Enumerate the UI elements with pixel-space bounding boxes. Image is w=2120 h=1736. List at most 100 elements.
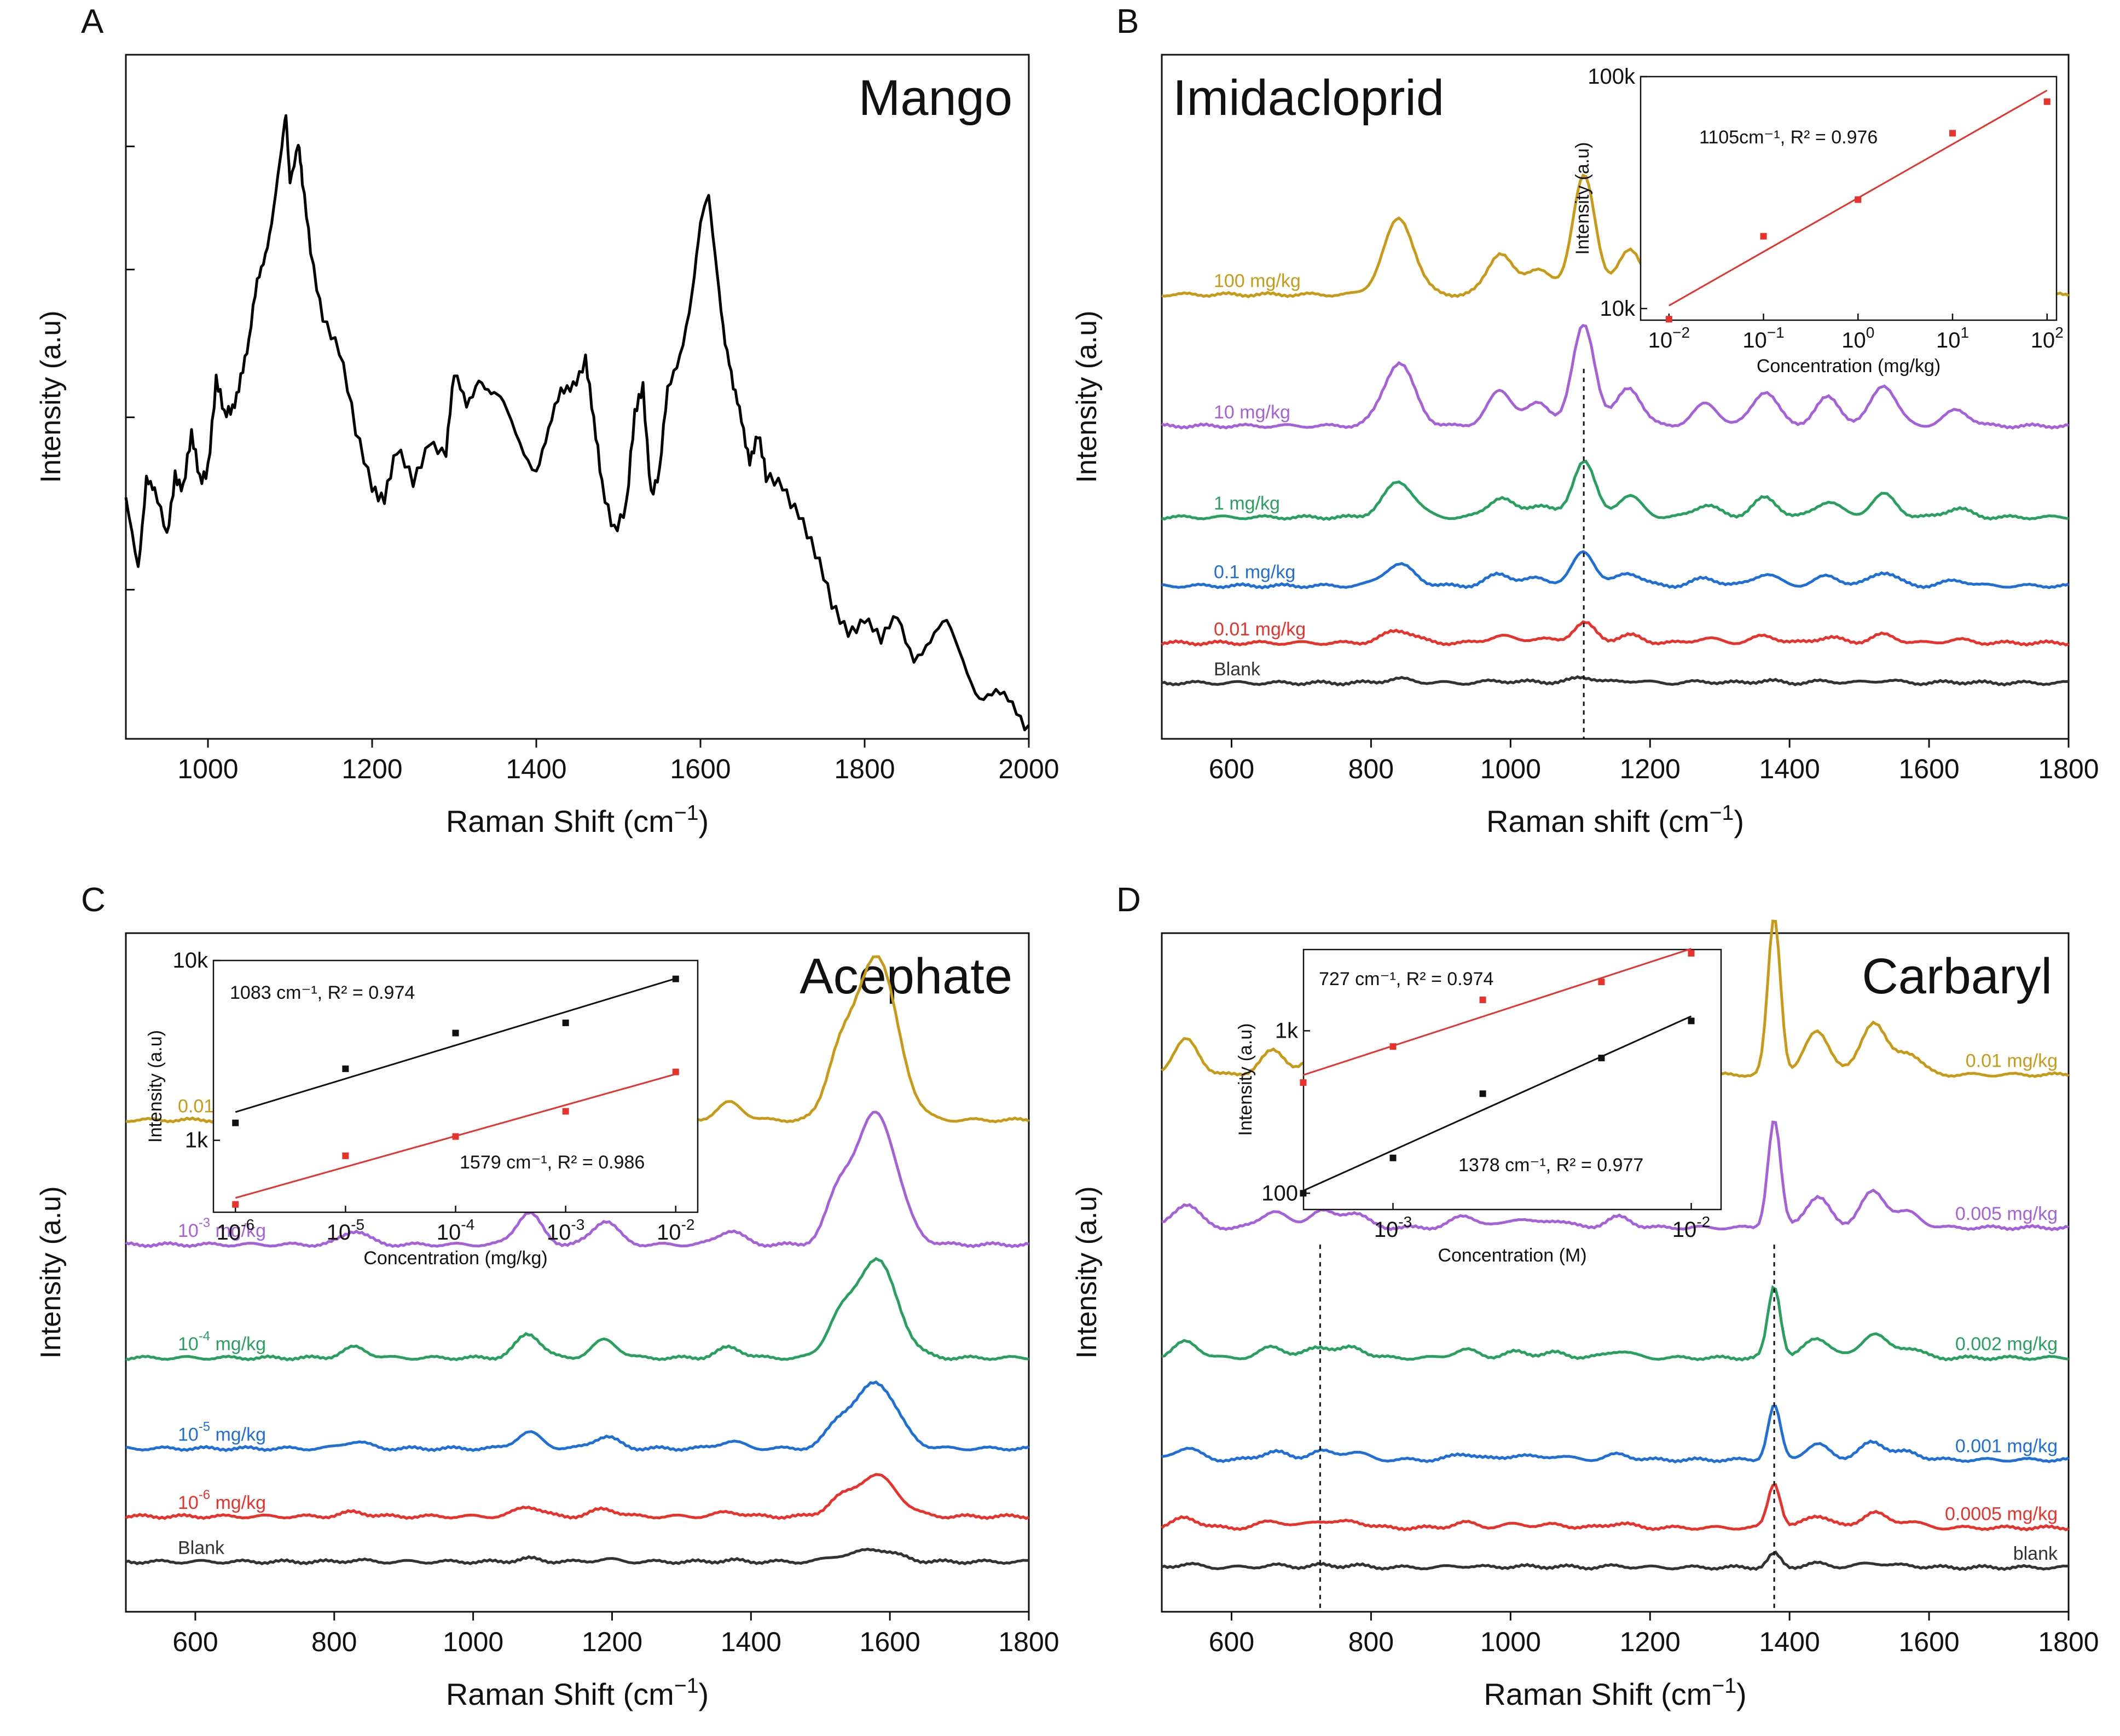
- series-line-C-0: [125, 1547, 1029, 1566]
- x-tick-label-A-0: 1000: [177, 754, 238, 784]
- inset-point-B-0-0: [1665, 316, 1672, 323]
- series-label-D-2: 0.001 mg/kg: [1955, 1436, 2058, 1456]
- inset-x-tick-label-B-1: 10−1: [1742, 324, 1784, 352]
- inset-annotation-D-0: 727 cm⁻¹, R² = 0.974: [1319, 969, 1493, 989]
- inset-y-tick-label-D-1: 1k: [1275, 1019, 1299, 1043]
- inset-x-tick-label-C-0: 10-6: [217, 1216, 254, 1245]
- inset-fit-line-D-0: [1302, 948, 1692, 1076]
- series-label-C-1-exp: -6: [199, 1488, 210, 1502]
- inset-x-tick-label-C-2-base: 10: [437, 1220, 461, 1245]
- plot-frame-A: [125, 54, 1030, 740]
- x-tick-label-C-3: 1200: [582, 1627, 642, 1657]
- inset-x-tick-label-C-4: 10-2: [657, 1216, 694, 1245]
- x-tick-label-C-6: 1800: [998, 1627, 1059, 1657]
- series-label-B-4: 10 mg/kg: [1214, 402, 1290, 423]
- inset-x-tick-label-D-0-exp: -3: [1398, 1213, 1412, 1230]
- inset-annotation-C-0: 1083 cm⁻¹, R² = 0.974: [230, 982, 415, 1003]
- inset-x-tick-label-D-1-exp: -2: [1696, 1213, 1710, 1230]
- x-tick-label-D-2: 1000: [1480, 1627, 1541, 1657]
- panel-title-A: Mango: [859, 70, 1012, 126]
- series-label-C-3: 10-4 mg/kg: [178, 1329, 266, 1355]
- series-label-C-1: 10-6 mg/kg: [178, 1488, 266, 1513]
- x-tick-label-A-1: 1200: [341, 754, 402, 784]
- series-label-C-2-exp: -5: [199, 1420, 210, 1434]
- panel-letter-B: B: [1116, 3, 1139, 40]
- x-axis-label-close: ): [699, 1677, 709, 1711]
- x-tick-label-D-5: 1600: [1898, 1627, 1959, 1657]
- inset-x-tick-label-C-0-exp: -6: [241, 1216, 254, 1233]
- series-label-C-4: 10-3 mg/kg: [178, 1216, 266, 1241]
- inset-x-tick-label-B-4: 102: [2031, 324, 2064, 352]
- inset-point-B-0-2: [1855, 196, 1862, 203]
- inset-x-tick-label-C-1-exp: -5: [351, 1216, 364, 1233]
- x-tick-label-B-2: 1000: [1480, 754, 1541, 784]
- series-label-C-0: Blank: [178, 1538, 225, 1559]
- series-label-C-2: 10-5 mg/kg: [178, 1420, 266, 1445]
- series-label-B-5: 100 mg/kg: [1214, 270, 1301, 291]
- series-label-D-1: 0.0005 mg/kg: [1945, 1504, 2058, 1525]
- series-label-C-3-base: 10: [178, 1334, 199, 1355]
- series-label-B-2: 0.1 mg/kg: [1214, 562, 1295, 582]
- inset-point-D-0-2: [1479, 996, 1486, 1003]
- x-tick-label-A-2: 1400: [506, 754, 566, 784]
- series-line-C-1: [125, 1473, 1030, 1520]
- x-axis-label-B: Raman shift (cm−1): [1486, 801, 1744, 838]
- inset-x-tick-label-D-0: 10-3: [1374, 1213, 1412, 1242]
- x-tick-label-B-6: 1800: [2038, 754, 2099, 784]
- inset-fit-line-C-0: [235, 977, 676, 1113]
- inset-point-C-0-4: [672, 975, 679, 982]
- inset-point-C-0-1: [342, 1065, 349, 1072]
- inset-x-tick-label-D-1: 10-2: [1672, 1213, 1710, 1242]
- inset-y-tick-label-D-0: 100: [1261, 1181, 1298, 1205]
- x-tick-label-D-0: 600: [1209, 1627, 1254, 1657]
- inset-x-tick-label-C-3: 10-3: [547, 1216, 584, 1245]
- panel-C: C 600 800 1000 1200 1400 1600 1800 Raman Shift (…: [35, 881, 1059, 1711]
- x-axis-label-exp: −1: [674, 1674, 699, 1698]
- inset-x-tick-label-B-3-base: 10: [1936, 328, 1961, 352]
- series-line-B-0: [1161, 675, 2069, 687]
- series-line-B-1: [1161, 620, 2070, 647]
- inset-x-tick-label-C-3-exp: -3: [571, 1216, 584, 1233]
- inset-x-tick-label-B-0: 10−2: [1648, 324, 1690, 352]
- series-line-D-1: [1161, 1483, 2070, 1532]
- inset-point-D-1-0: [1300, 1190, 1307, 1197]
- inset-x-tick-label-C-2-exp: -4: [461, 1216, 474, 1233]
- series-line-D-2: [1161, 1404, 2070, 1464]
- inset-x-tick-label-B-3: 101: [1936, 324, 1969, 352]
- inset-point-C-0-2: [452, 1029, 459, 1037]
- inset-x-tick-label-D-1-base: 10: [1672, 1218, 1697, 1242]
- x-tick-label-C-2: 1000: [443, 1627, 503, 1657]
- x-axis-label-text: Raman Shift (cm: [446, 1677, 674, 1711]
- series-label-D-5: 0.01 mg/kg: [1966, 1051, 2058, 1072]
- inset-x-tick-label-C-0-base: 10: [217, 1220, 241, 1245]
- x-tick-label-C-1: 800: [311, 1627, 357, 1657]
- x-tick-label-B-1: 800: [1348, 754, 1394, 784]
- x-tick-label-C-5: 1600: [860, 1627, 920, 1657]
- plot-frame-C: [125, 932, 1030, 1613]
- x-tick-label-A-5: 2000: [998, 754, 1059, 784]
- series-line-B-4: [1161, 323, 2069, 430]
- y-axis-label-B: Intensity (a.u): [1071, 310, 1103, 483]
- inset-point-C-1-4: [672, 1068, 679, 1075]
- panel-letter-A: A: [81, 3, 104, 40]
- inset-point-C-1-1: [342, 1152, 349, 1159]
- x-tick-label-A-4: 1800: [834, 754, 895, 784]
- plot-frame-B: [1161, 54, 2070, 740]
- inset-point-D-1-2: [1479, 1090, 1486, 1097]
- series-line-C-4: [125, 1110, 1029, 1248]
- x-tick-label-A-3: 1600: [670, 754, 731, 784]
- inset-x-tick-label-C-1: 10-5: [327, 1216, 364, 1245]
- x-axis-label-exp: −1: [674, 801, 699, 825]
- inset-x-tick-label-C-4-base: 10: [657, 1220, 681, 1245]
- x-tick-label-B-3: 1200: [1620, 754, 1681, 784]
- inset-annotation-C-1: 1579 cm⁻¹, R² = 0.986: [460, 1152, 645, 1173]
- inset-point-D-0-1: [1389, 1043, 1397, 1050]
- x-axis-label-D: Raman Shift (cm−1): [1484, 1674, 1746, 1711]
- x-tick-label-B-0: 600: [1209, 754, 1254, 784]
- x-tick-label-D-3: 1200: [1620, 1627, 1681, 1657]
- inset-frame-D: [1302, 948, 1722, 1211]
- panel-letter-D: D: [1116, 881, 1141, 919]
- inset-x-tick-label-B-1-exp: −1: [1767, 324, 1785, 341]
- x-tick-label-C-0: 600: [172, 1627, 218, 1657]
